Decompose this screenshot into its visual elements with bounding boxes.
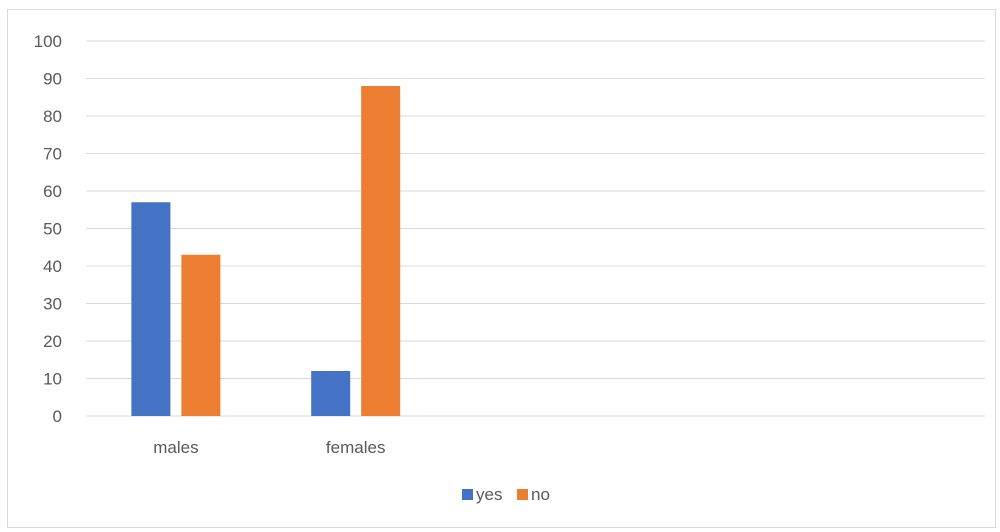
y-tick-label: 40 [43, 257, 62, 276]
legend-swatch [462, 489, 473, 500]
y-tick-label: 0 [53, 407, 62, 426]
legend-label: yes [476, 485, 502, 504]
legend[interactable]: yes no [462, 485, 550, 504]
x-axis-category-labels: males females [153, 438, 385, 457]
y-tick-label: 70 [43, 145, 62, 164]
chart-frame [7, 9, 996, 528]
y-tick-label: 50 [43, 220, 62, 239]
x-category-label: females [326, 438, 386, 457]
bars [131, 86, 401, 416]
y-tick-label: 60 [43, 182, 62, 201]
gridlines [86, 40, 985, 417]
y-tick-label: 20 [43, 332, 62, 351]
bar-yes-males[interactable] [131, 202, 171, 416]
y-tick-label: 10 [43, 370, 62, 389]
legend-swatch [517, 489, 528, 500]
y-tick-label: 100 [34, 32, 62, 51]
x-category-label: males [153, 438, 198, 457]
y-tick-label: 90 [43, 70, 62, 89]
y-tick-label: 80 [43, 107, 62, 126]
legend-label: no [531, 485, 550, 504]
y-tick-label: 30 [43, 295, 62, 314]
bar-no-females[interactable] [361, 86, 401, 416]
legend-item-no[interactable]: no [517, 485, 550, 504]
y-axis-tick-labels: 0 10 20 30 40 50 60 70 80 90 100 [34, 32, 62, 426]
bar-yes-females[interactable] [311, 371, 351, 416]
legend-item-yes[interactable]: yes [462, 485, 502, 504]
bar-no-males[interactable] [181, 254, 221, 416]
